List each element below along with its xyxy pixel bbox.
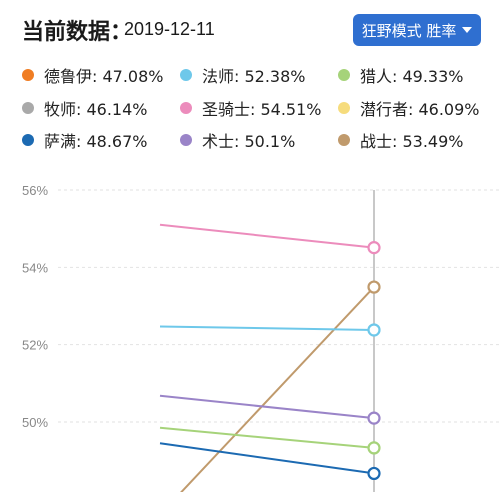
header: 当前数据： 2019-12-11 狂野模式 胜率 (0, 0, 500, 60)
series-line (159, 223, 375, 249)
legend-label: 牧师: 46.14% (44, 100, 148, 119)
data-point (367, 323, 381, 337)
series-line (159, 394, 375, 420)
legend-item: 圣骑士: 54.51% (180, 96, 322, 120)
legend-item: 法师: 52.38% (180, 63, 306, 87)
data-point (367, 241, 381, 255)
data-point (367, 411, 381, 425)
legend-label: 战士: 53.49% (360, 132, 464, 151)
legend-label: 猎人: 49.33% (360, 67, 464, 86)
series-line (159, 426, 375, 449)
date-label: 2019-12-11 (124, 19, 215, 39)
legend-item: 萨满: 48.67% (22, 128, 148, 152)
data-point (367, 280, 381, 294)
legend-swatch (338, 134, 350, 146)
legend-item: 术士: 50.1% (180, 128, 295, 152)
legend-item: 潜行者: 46.09% (338, 96, 480, 120)
series-line (159, 325, 375, 331)
y-tick-label: 52% (22, 338, 48, 353)
legend-label: 萨满: 48.67% (44, 132, 148, 151)
legend-swatch (22, 69, 34, 81)
legend-item: 猎人: 49.33% (338, 63, 464, 87)
legend-label: 术士: 50.1% (202, 132, 296, 151)
legend-item: 德鲁伊: 47.08% (22, 63, 164, 87)
legend-swatch (338, 102, 350, 114)
chevron-down-icon (462, 27, 473, 33)
series-line (159, 442, 375, 475)
legend-item: 牧师: 46.14% (22, 96, 148, 120)
mode-dropdown-label: 狂野模式 胜率 (361, 21, 457, 40)
y-tick-label: 56% (22, 183, 48, 198)
legend-item: 战士: 53.49% (338, 128, 464, 152)
data-point (367, 466, 381, 481)
line-chart: 50% 52% 54% 56% (22, 183, 500, 492)
legend-swatch (22, 102, 34, 114)
y-tick-label: 54% (22, 260, 48, 275)
series-line (180, 286, 375, 492)
mode-dropdown-button[interactable]: 狂野模式 胜率 (353, 14, 481, 46)
legend: 德鲁伊: 47.08% 法师: 52.38% 猎人: 49.33% 牧师: 46.14… (0, 60, 500, 160)
y-tick-label: 50% (22, 415, 48, 430)
legend-label: 圣骑士: 54.51% (202, 100, 322, 119)
legend-label: 法师: 52.38% (202, 67, 306, 86)
legend-swatch (180, 134, 192, 146)
page-title: 当前数据： (22, 20, 133, 45)
legend-swatch (22, 134, 34, 146)
legend-swatch (338, 69, 350, 81)
legend-label: 德鲁伊: 47.08% (44, 67, 164, 86)
legend-label: 潜行者: 46.09% (360, 100, 480, 119)
data-point (367, 441, 381, 455)
legend-swatch (180, 69, 192, 81)
legend-swatch (180, 102, 192, 114)
